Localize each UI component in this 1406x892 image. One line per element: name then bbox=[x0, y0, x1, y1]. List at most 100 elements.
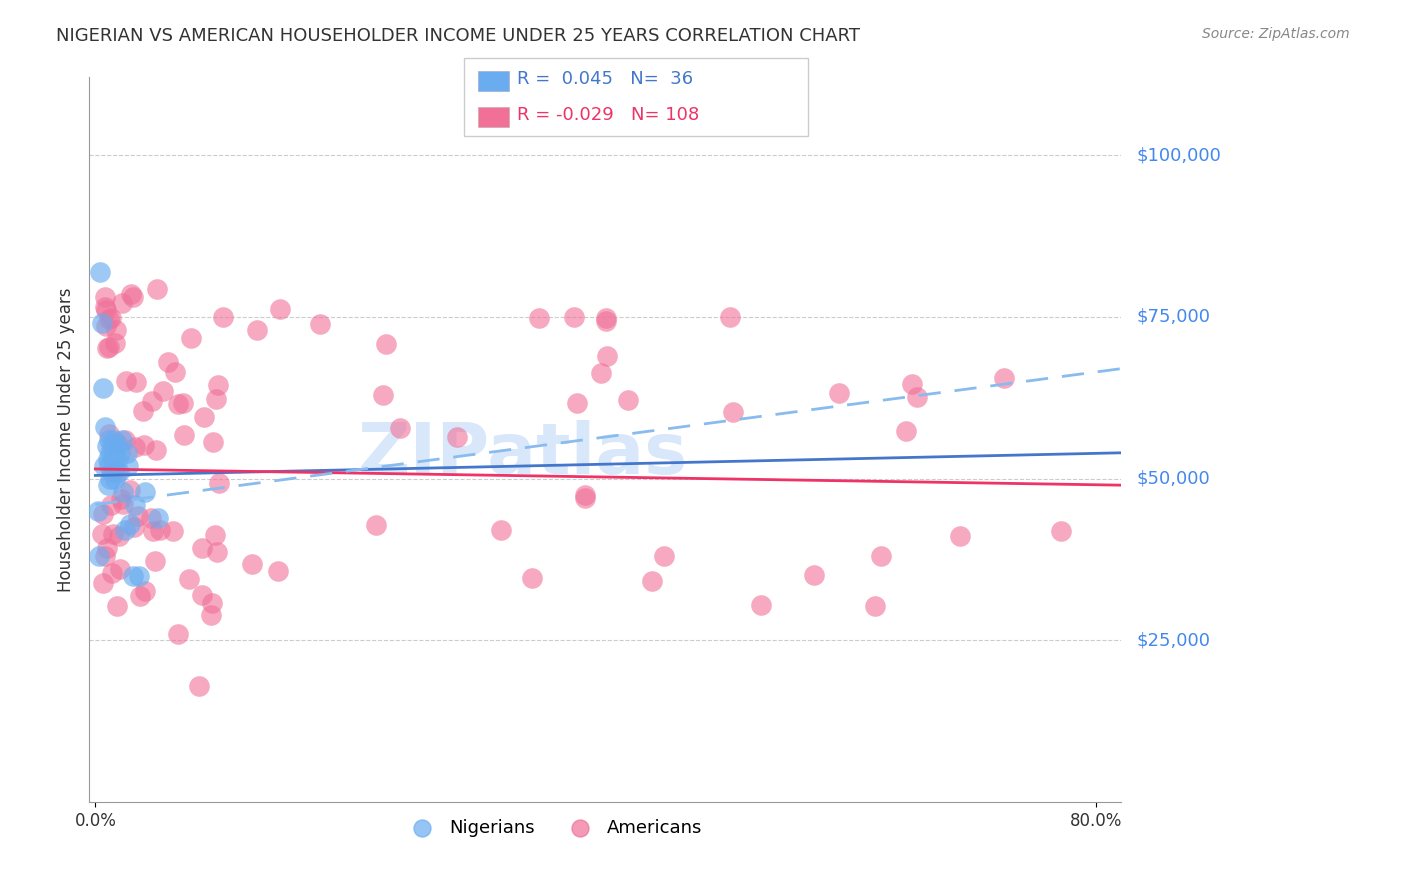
Point bbox=[104, 446, 127, 460]
Point bbox=[208, 475, 231, 490]
Point bbox=[96, 319, 118, 334]
Point bbox=[591, 366, 613, 380]
Point bbox=[111, 296, 134, 310]
Point bbox=[103, 458, 125, 473]
Point bbox=[364, 517, 387, 532]
Text: NIGERIAN VS AMERICAN HOUSEHOLDER INCOME UNDER 25 YEARS CORRELATION CHART: NIGERIAN VS AMERICAN HOUSEHOLDER INCOME … bbox=[56, 27, 860, 45]
Point bbox=[91, 508, 114, 522]
Point bbox=[91, 381, 114, 395]
Point bbox=[156, 354, 179, 368]
Point bbox=[87, 504, 110, 518]
Point bbox=[267, 565, 290, 579]
Point bbox=[191, 588, 214, 602]
Point bbox=[115, 374, 138, 388]
Point bbox=[112, 497, 135, 511]
Point bbox=[574, 488, 596, 502]
Point bbox=[595, 310, 617, 325]
Point bbox=[491, 523, 513, 537]
Point bbox=[108, 529, 131, 543]
Text: ZIPatlas: ZIPatlas bbox=[357, 420, 688, 489]
Point bbox=[114, 434, 136, 448]
Point bbox=[134, 484, 156, 499]
Point bbox=[110, 446, 132, 460]
Point bbox=[142, 524, 165, 538]
Point bbox=[191, 541, 214, 555]
Text: Source: ZipAtlas.com: Source: ZipAtlas.com bbox=[1202, 27, 1350, 41]
Point bbox=[124, 498, 146, 512]
Point bbox=[162, 524, 184, 539]
Point bbox=[172, 396, 194, 410]
Point bbox=[721, 405, 744, 419]
Point bbox=[122, 519, 145, 533]
Point bbox=[803, 568, 825, 582]
Point bbox=[120, 516, 142, 531]
Point bbox=[100, 465, 122, 479]
Point bbox=[98, 472, 121, 486]
Point bbox=[139, 511, 162, 525]
Point bbox=[207, 377, 229, 392]
Text: $75,000: $75,000 bbox=[1136, 308, 1211, 326]
Point bbox=[96, 439, 118, 453]
Point bbox=[529, 310, 551, 325]
Point bbox=[117, 458, 139, 473]
Point bbox=[101, 452, 124, 467]
Point bbox=[828, 386, 851, 401]
Point bbox=[562, 310, 585, 324]
Legend: Nigerians, Americans: Nigerians, Americans bbox=[396, 812, 710, 844]
Point bbox=[94, 303, 117, 318]
Point bbox=[131, 404, 153, 418]
Text: R =  0.045   N=  36: R = 0.045 N= 36 bbox=[517, 70, 693, 88]
Point bbox=[188, 679, 211, 693]
Point bbox=[96, 341, 118, 355]
Point bbox=[90, 317, 112, 331]
Point bbox=[246, 323, 269, 337]
Point bbox=[446, 430, 468, 444]
Point bbox=[371, 387, 394, 401]
Point bbox=[641, 574, 664, 588]
Point bbox=[98, 446, 121, 460]
Point bbox=[173, 427, 195, 442]
Point bbox=[91, 527, 114, 541]
Text: R = -0.029   N= 108: R = -0.029 N= 108 bbox=[517, 106, 700, 124]
Point bbox=[98, 340, 121, 354]
Point bbox=[97, 312, 120, 326]
Point bbox=[574, 491, 596, 506]
Point bbox=[152, 384, 174, 398]
Point bbox=[104, 336, 127, 351]
Point bbox=[166, 627, 188, 641]
Point bbox=[201, 596, 224, 610]
Point bbox=[180, 331, 202, 345]
Point bbox=[94, 549, 117, 563]
Point bbox=[94, 300, 117, 314]
Y-axis label: Householder Income Under 25 years: Householder Income Under 25 years bbox=[58, 287, 75, 592]
Point bbox=[89, 264, 111, 278]
Point bbox=[101, 566, 124, 580]
Point bbox=[100, 439, 122, 453]
Point bbox=[177, 572, 200, 586]
Point bbox=[141, 394, 163, 409]
Point bbox=[202, 435, 225, 450]
Point bbox=[105, 466, 128, 480]
Point bbox=[205, 544, 228, 558]
Point bbox=[100, 311, 122, 326]
Point bbox=[110, 491, 132, 506]
Point bbox=[108, 562, 131, 576]
Point bbox=[105, 323, 128, 337]
Point bbox=[900, 377, 922, 392]
Text: $50,000: $50,000 bbox=[1136, 470, 1211, 488]
Point bbox=[105, 439, 128, 453]
Point bbox=[110, 433, 132, 447]
Point bbox=[143, 554, 166, 568]
Point bbox=[94, 420, 117, 434]
Point bbox=[388, 421, 411, 435]
Point bbox=[94, 290, 117, 304]
Point bbox=[167, 396, 190, 410]
Point bbox=[93, 458, 115, 473]
Point bbox=[104, 472, 127, 486]
Point bbox=[269, 301, 291, 316]
Point bbox=[596, 349, 619, 363]
Point bbox=[120, 286, 142, 301]
Point bbox=[101, 527, 124, 541]
Point bbox=[870, 549, 893, 563]
Point bbox=[993, 370, 1015, 384]
